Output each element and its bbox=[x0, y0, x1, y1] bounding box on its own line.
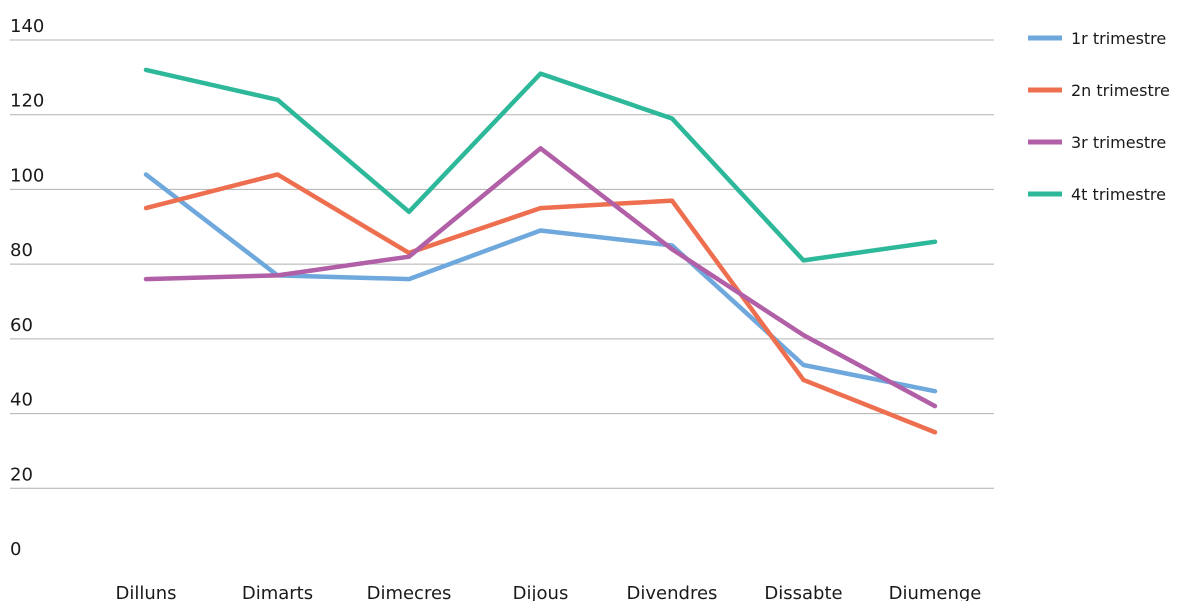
x-category-label-dimarts: Dimarts bbox=[242, 583, 313, 601]
x-category-label-dissabte: Dissabte bbox=[764, 583, 842, 601]
legend-label-2: 2n trimestre bbox=[1071, 81, 1170, 100]
legend-label-4: 4t trimestre bbox=[1071, 185, 1166, 204]
legend: 1r trimestre 2n trimestre 3r trimestre 4t t… bbox=[1028, 29, 1170, 204]
x-category-label-diumenge: Diumenge bbox=[889, 583, 982, 601]
series-line-2 bbox=[143, 172, 938, 435]
y-tick-label-80: 80 bbox=[10, 240, 33, 261]
y-tick-label-20: 20 bbox=[10, 464, 33, 485]
y-axis-tick-labels: 0 20 40 60 80 100 120 140 bbox=[10, 16, 44, 560]
x-category-label-divendres: Divendres bbox=[627, 583, 718, 601]
y-tick-label-60: 60 bbox=[10, 315, 33, 336]
x-category-label-dimecres: Dimecres bbox=[367, 583, 452, 601]
y-tick-label-100: 100 bbox=[10, 165, 44, 186]
legend-label-3: 3r trimestre bbox=[1071, 133, 1166, 152]
gridlines bbox=[10, 39, 994, 489]
x-category-label-dilluns: Dilluns bbox=[115, 583, 176, 601]
y-tick-label-120: 120 bbox=[10, 91, 44, 112]
y-tick-label-0: 0 bbox=[10, 539, 21, 560]
legend-label-1: 1r trimestre bbox=[1071, 29, 1166, 48]
x-category-label-dijous: Dijous bbox=[513, 583, 569, 601]
x-axis-category-labels: Dilluns Dimarts Dimecres Dijous Divendres Dis… bbox=[115, 583, 981, 601]
series-lines bbox=[143, 67, 938, 435]
y-tick-label-40: 40 bbox=[10, 390, 33, 411]
y-tick-label-140: 140 bbox=[10, 16, 44, 37]
